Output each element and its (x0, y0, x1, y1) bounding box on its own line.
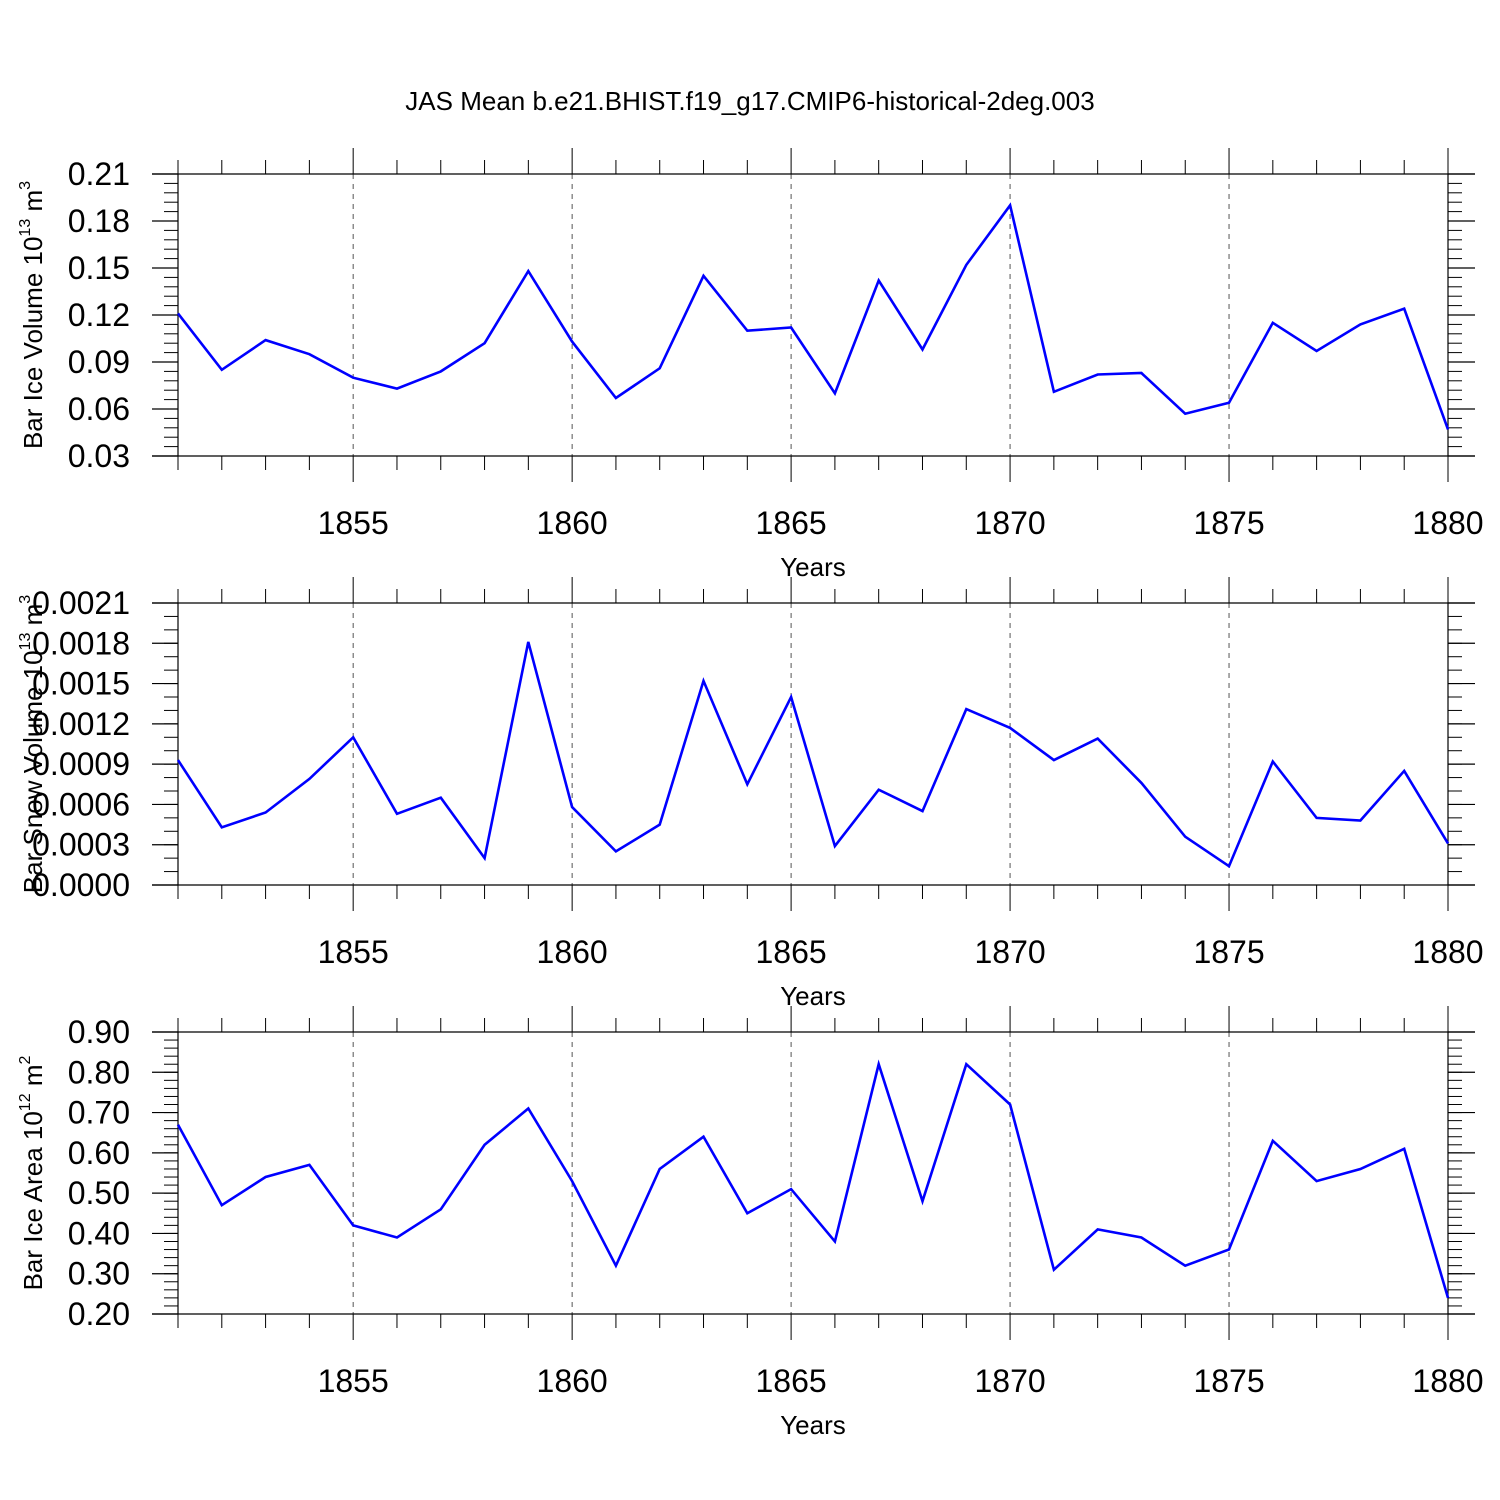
y-tick-label: 0.0021 (32, 585, 130, 621)
y-axis-title-unit: m (18, 604, 48, 633)
y-tick-label: 0.0015 (32, 666, 130, 702)
y-tick-label: 0.20 (68, 1296, 130, 1332)
chart-panel-1: 0.03 0.06 0.09 0.12 0.15 0.18 0.21 1855 1860 1865… (17, 148, 1484, 582)
y-axis-title-unit-exponent: 3 (17, 181, 34, 190)
y-axis-title-text: Bar Ice Volume 10 (18, 237, 48, 449)
y-axis-title-text: Bar Ice Area 10 (18, 1111, 48, 1290)
x-axis-title: Years (780, 981, 846, 1011)
y-tick-label: 0.80 (68, 1054, 130, 1090)
x-tick-label: 1865 (756, 934, 827, 970)
x-tick-label: 1875 (1193, 934, 1264, 970)
y-axis-title-unit: m (18, 1064, 48, 1093)
y-axis-title-unit-exponent: 3 (17, 595, 34, 604)
y-tick-label: 0.0018 (32, 625, 130, 661)
y-tick-label: 0.12 (68, 297, 130, 333)
y-tick-label: 0.0009 (32, 746, 130, 782)
x-tick-label: 1855 (318, 1363, 389, 1399)
x-tick-label: 1865 (756, 505, 827, 541)
x-tick-label: 1860 (537, 934, 608, 970)
x-tick-label: 1855 (318, 505, 389, 541)
y-tick-label: 0.90 (68, 1014, 130, 1050)
y-tick-label: 0.18 (68, 203, 130, 239)
chart-panel-3: 0.20 0.30 0.40 0.50 0.60 0.70 0.80 0.90 1855 1860… (17, 1006, 1484, 1440)
x-tick-label: 1855 (318, 934, 389, 970)
x-axis-title: Years (780, 1410, 846, 1440)
y-tick-label: 0.15 (68, 250, 130, 286)
x-tick-label: 1870 (974, 1363, 1045, 1399)
y-axis-title: Bar Snow Volume 1013 m3 (17, 595, 48, 894)
y-axis-title-unit: m (18, 190, 48, 219)
y-tick-label: 0.70 (68, 1095, 130, 1131)
y-axis-title-exponent: 13 (17, 219, 34, 237)
y-tick-label: 0.0012 (32, 706, 130, 742)
x-tick-label: 1875 (1193, 505, 1264, 541)
y-tick-label: 0.21 (68, 156, 130, 192)
chart-panel-2: 0.0000 0.0003 0.0006 0.0009 0.0012 0.0015 0.00… (17, 577, 1484, 1011)
chart-title: JAS Mean b.e21.BHIST.f19_g17.CMIP6-histo… (405, 86, 1094, 116)
x-tick-label: 1880 (1412, 934, 1483, 970)
y-tick-label: 0.09 (68, 344, 130, 380)
x-tick-label: 1875 (1193, 1363, 1264, 1399)
y-tick-label: 0.50 (68, 1175, 130, 1211)
y-tick-label: 0.0000 (32, 867, 130, 903)
x-axis-title: Years (780, 552, 846, 582)
x-tick-label: 1860 (537, 1363, 608, 1399)
y-tick-label: 0.0003 (32, 827, 130, 863)
y-axis-title-text: Bar Snow Volume 10 (18, 650, 48, 893)
y-tick-label: 0.0006 (32, 786, 130, 822)
y-tick-label: 0.06 (68, 391, 130, 427)
x-tick-label: 1880 (1412, 1363, 1483, 1399)
y-tick-label: 0.40 (68, 1215, 130, 1251)
x-tick-label: 1860 (537, 505, 608, 541)
x-tick-label: 1865 (756, 1363, 827, 1399)
series-line (176, 641, 1450, 869)
y-axis-title: Bar Ice Volume 1013 m3 (17, 181, 48, 449)
y-tick-label: 0.30 (68, 1256, 130, 1292)
y-axis-title-exponent: 13 (17, 632, 34, 650)
series-line (176, 202, 1450, 430)
y-axis-title-exponent: 12 (17, 1093, 34, 1111)
x-tick-label: 1870 (974, 934, 1045, 970)
y-axis-title-unit-exponent: 2 (17, 1055, 34, 1064)
y-tick-label: 0.03 (68, 438, 130, 474)
series-line (176, 1059, 1450, 1299)
x-tick-label: 1870 (974, 505, 1045, 541)
y-tick-label: 0.60 (68, 1135, 130, 1171)
x-tick-label: 1880 (1412, 505, 1483, 541)
y-axis-title: Bar Ice Area 1012 m2 (17, 1055, 48, 1290)
